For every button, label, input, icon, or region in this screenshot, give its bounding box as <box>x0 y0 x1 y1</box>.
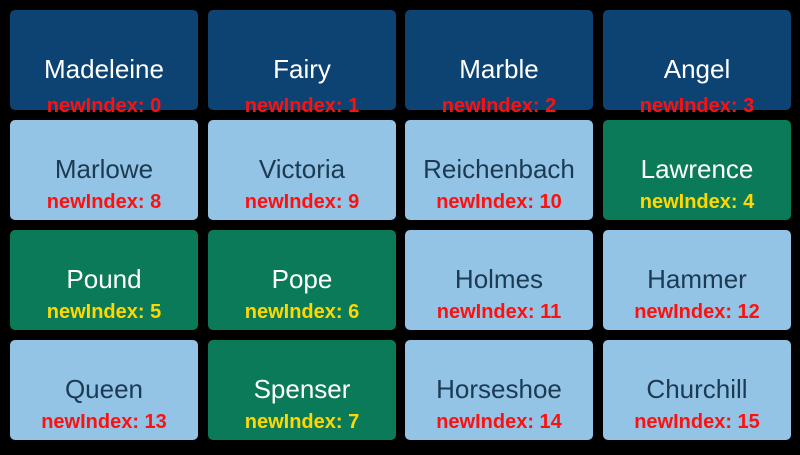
grid-cell: Churchill newIndex: 15 <box>603 340 791 440</box>
cell-name: Queen <box>64 374 144 404</box>
grid-cell: Pound newIndex: 5 <box>10 230 198 330</box>
cell-index: newIndex: 8 <box>46 191 162 213</box>
grid-cell: Holmes newIndex: 11 <box>405 230 593 330</box>
grid-cell: Fairy newIndex: 1 <box>208 10 396 117</box>
cell-name: Fairy <box>273 54 331 84</box>
cell-name: Churchill <box>646 374 748 404</box>
cell-name: Marble <box>459 54 539 84</box>
grid-cell: Queen newIndex: 13 <box>10 340 198 440</box>
cell-name: Victoria <box>258 154 346 184</box>
cell-index: newIndex: 0 <box>46 95 162 117</box>
cell-name: Spenser <box>253 374 351 404</box>
grid-cell: Marlowe newIndex: 8 <box>10 120 198 220</box>
cell-index: newIndex: 10 <box>436 191 562 213</box>
cell-name: Reichenbach <box>423 154 575 184</box>
grid-cell: Lawrence newIndex: 4 <box>603 120 791 220</box>
cell-index: newIndex: 13 <box>41 411 167 433</box>
cell-name: Madeleine <box>44 54 164 84</box>
cell-index: newIndex: 6 <box>244 301 360 323</box>
cell-name: Marlowe <box>54 154 154 184</box>
grid-cell: Angel newIndex: 3 <box>603 10 791 117</box>
cell-index: newIndex: 9 <box>244 191 360 213</box>
cell-name: Horseshoe <box>436 374 562 404</box>
cell-index: newIndex: 2 <box>441 95 557 117</box>
grid-cell: Horseshoe newIndex: 14 <box>405 340 593 440</box>
cell-index: newIndex: 1 <box>244 95 360 117</box>
cell-index: newIndex: 4 <box>639 191 755 213</box>
cell-index: newIndex: 3 <box>639 95 755 117</box>
grid-cell: Reichenbach newIndex: 10 <box>405 120 593 220</box>
cell-index: newIndex: 11 <box>436 301 562 323</box>
grid-cell: Marble newIndex: 2 <box>405 10 593 117</box>
grid-cell: Spenser newIndex: 7 <box>208 340 396 440</box>
cell-name: Angel <box>663 54 731 84</box>
grid-cell: Madeleine newIndex: 0 <box>10 10 198 117</box>
cell-name: Lawrence <box>640 154 754 184</box>
cell-name: Pound <box>66 264 142 294</box>
cell-name: Hammer <box>647 264 747 294</box>
cell-index: newIndex: 14 <box>436 411 562 433</box>
cell-name: Pope <box>271 264 333 294</box>
cell-index: newIndex: 15 <box>634 411 760 433</box>
grid-cell: Victoria newIndex: 9 <box>208 120 396 220</box>
cell-index: newIndex: 7 <box>244 411 360 433</box>
cell-index: newIndex: 5 <box>46 301 162 323</box>
grid-cell: Hammer newIndex: 12 <box>603 230 791 330</box>
cell-index: newIndex: 12 <box>634 301 760 323</box>
grid-cell: Pope newIndex: 6 <box>208 230 396 330</box>
cell-name: Holmes <box>454 264 544 294</box>
